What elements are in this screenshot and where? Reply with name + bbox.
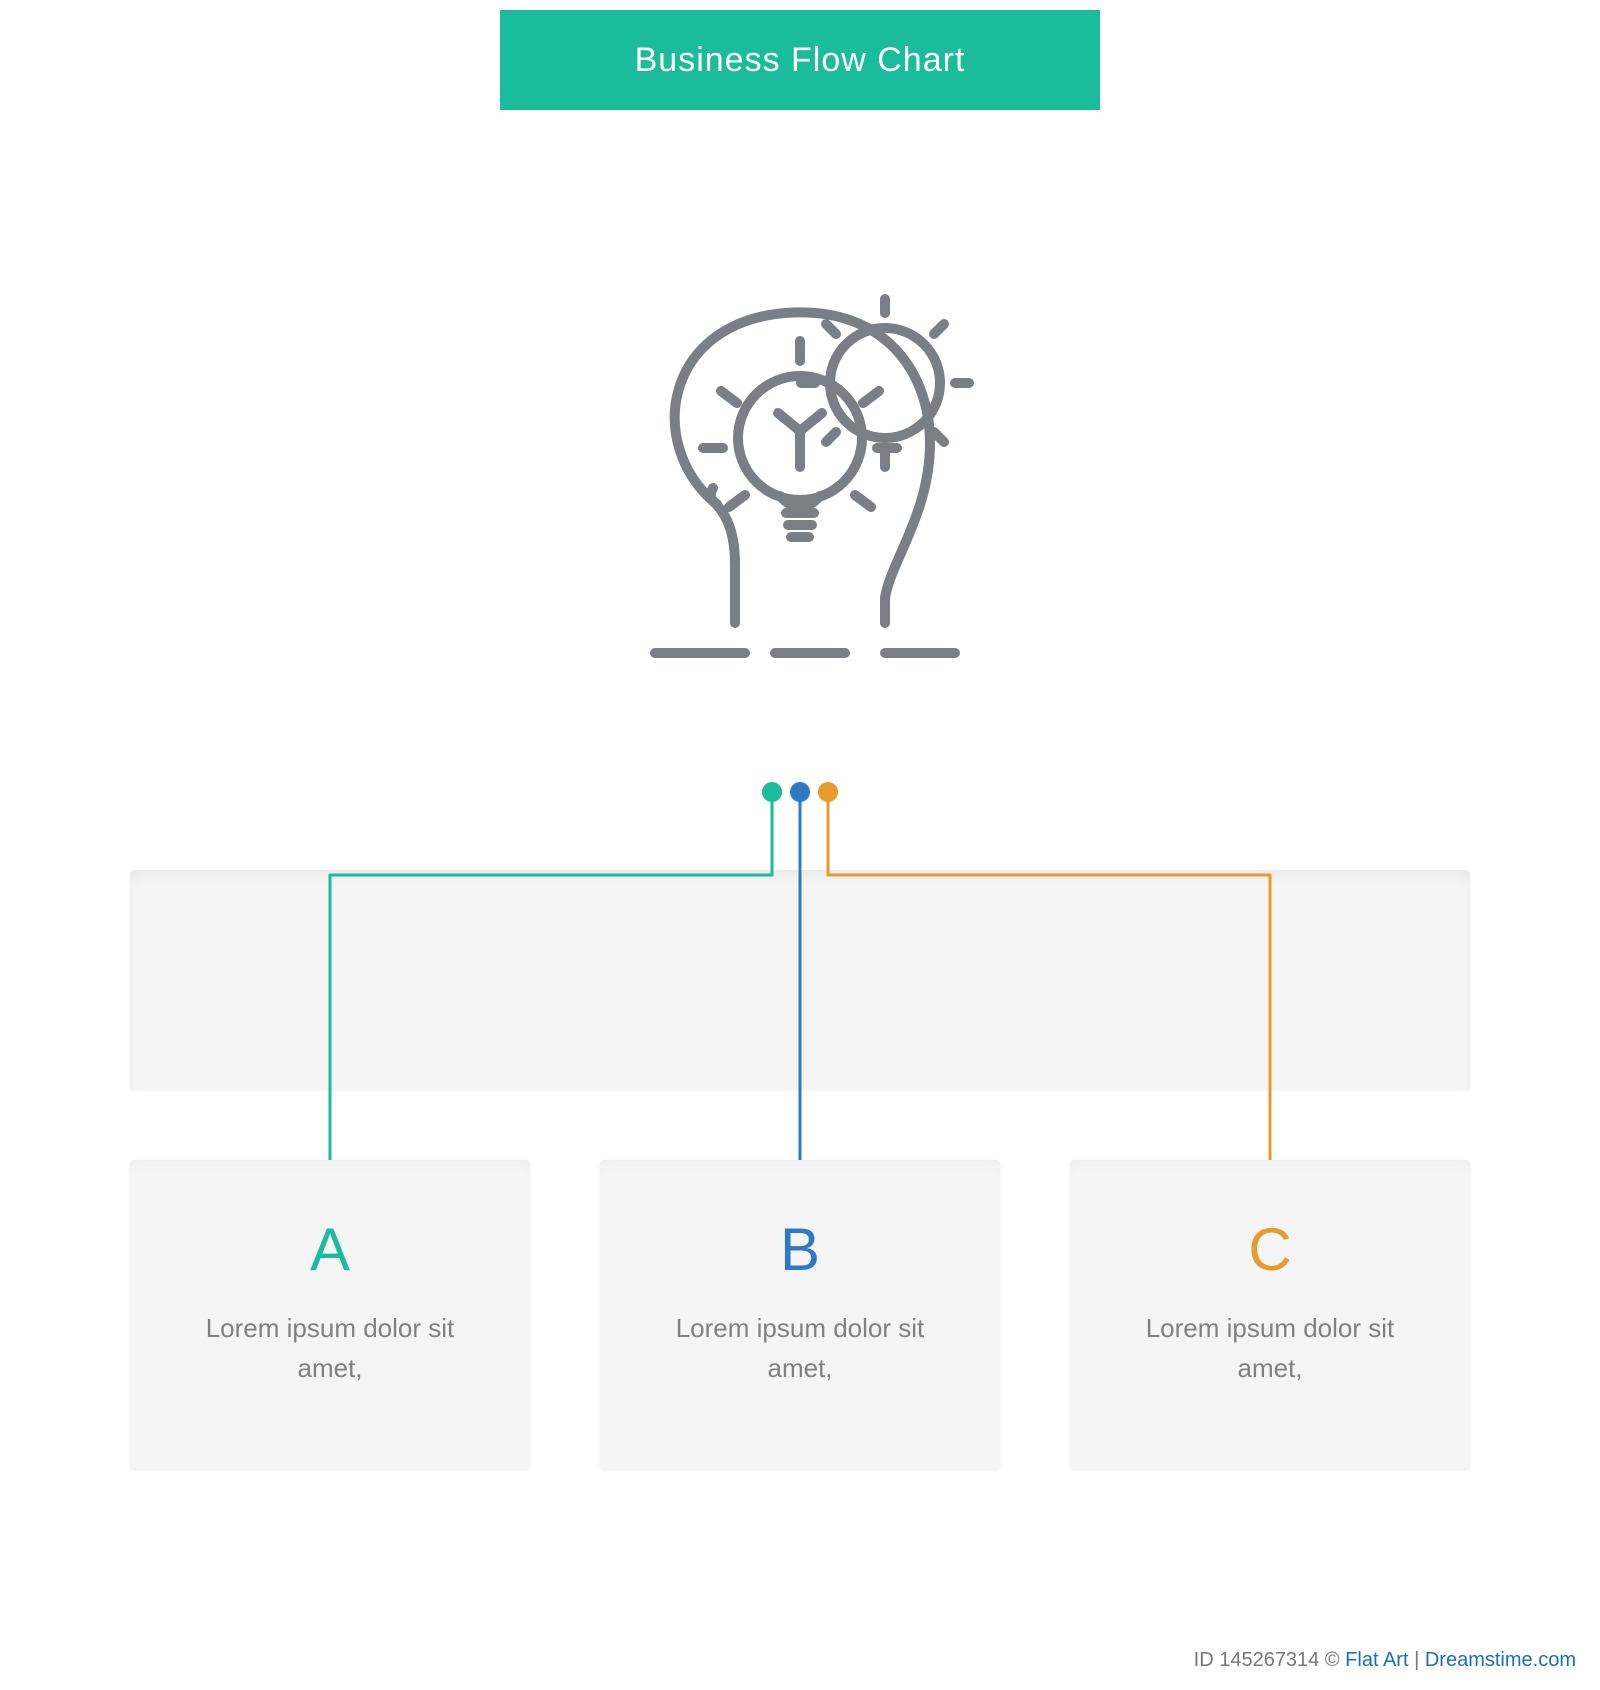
card-body-a: Lorem ipsum dolor sit amet, (170, 1308, 490, 1389)
flow-tray (130, 870, 1470, 1090)
footer-id: ID 145267314 © (1194, 1649, 1340, 1671)
header-title: Business Flow Chart (635, 41, 966, 80)
head-lightbulb-gear-icon (585, 263, 1015, 698)
footer-divider: | (1414, 1649, 1425, 1671)
card-body-c: Lorem ipsum dolor sit amet, (1110, 1308, 1430, 1389)
card-a: A Lorem ipsum dolor sit amet, (130, 1160, 530, 1469)
card-letter-b: B (640, 1220, 960, 1280)
card-letter-a: A (170, 1220, 490, 1280)
footer-site-link[interactable]: Dreamstime.com (1425, 1649, 1576, 1671)
card-body-b: Lorem ipsum dolor sit amet, (640, 1308, 960, 1389)
footer-attribution: ID 145267314 © Flat Art | Dreamstime.com (1194, 1649, 1576, 1672)
footer-author-link[interactable]: Flat Art (1345, 1649, 1408, 1671)
card-letter-c: C (1110, 1220, 1430, 1280)
card-c: C Lorem ipsum dolor sit amet, (1070, 1160, 1470, 1469)
cards-row: A Lorem ipsum dolor sit amet, B Lorem ip… (0, 1160, 1600, 1469)
header-band: Business Flow Chart (500, 10, 1100, 110)
card-b: B Lorem ipsum dolor sit amet, (600, 1160, 1000, 1469)
hero-icon-area (550, 230, 1050, 730)
